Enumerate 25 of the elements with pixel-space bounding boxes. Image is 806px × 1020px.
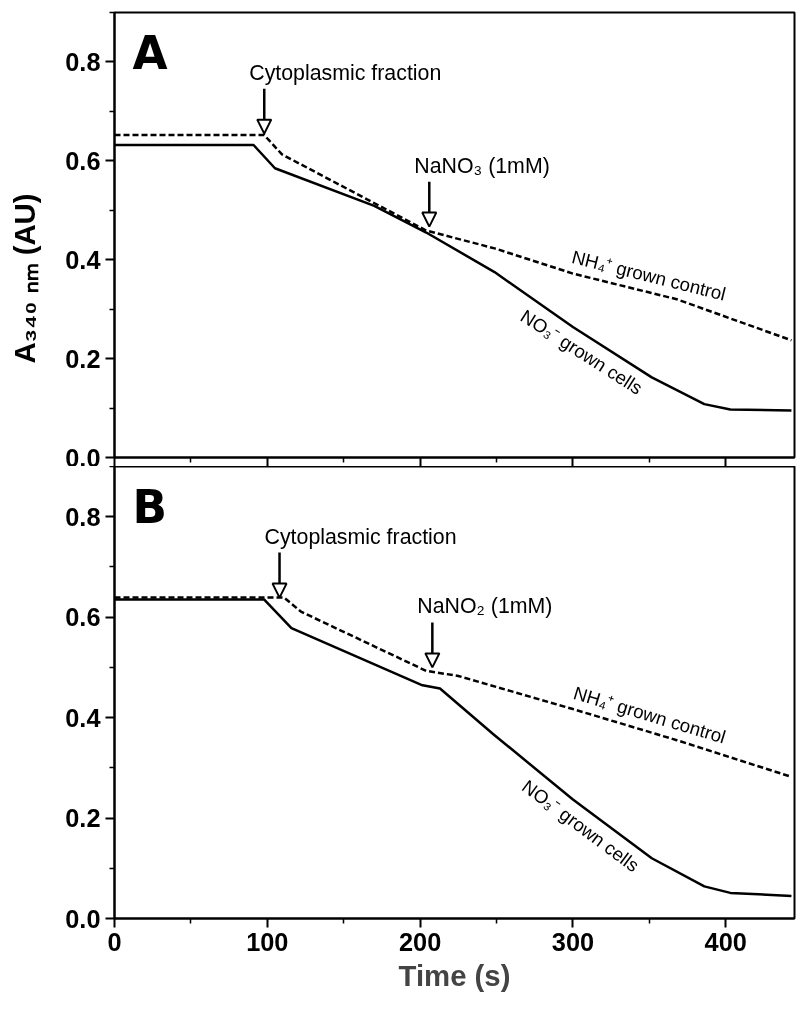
annotation: NaNO₃ (1mM) bbox=[414, 153, 550, 178]
annotation: Cytoplasmic fraction bbox=[249, 60, 442, 85]
y-tick-label: 0.8 bbox=[65, 502, 101, 531]
y-axis-title: A₃₄₀ ₙₘ (AU) bbox=[8, 193, 42, 364]
x-tick-label: 0 bbox=[107, 927, 122, 956]
annotation: NaNO₂ (1mM) bbox=[417, 594, 553, 619]
x-tick-label: 100 bbox=[246, 927, 289, 956]
annotation: B bbox=[132, 480, 168, 534]
y-tick-label: 0.0 bbox=[65, 904, 101, 933]
y-tick-label: 0.2 bbox=[65, 344, 101, 373]
text: NH₄⁺ grown control bbox=[569, 246, 728, 305]
y-tick-label: 0.2 bbox=[65, 804, 101, 833]
annotation: A bbox=[132, 26, 168, 80]
text: NH₄⁺ grown control bbox=[571, 682, 729, 748]
annotation: Cytoplasmic fraction bbox=[264, 524, 457, 549]
y-tick-label: 0.4 bbox=[65, 245, 101, 274]
x-tick-label: 400 bbox=[704, 927, 747, 956]
y-tick-label: 0.4 bbox=[65, 703, 101, 732]
y-tick-label: 0.8 bbox=[65, 47, 101, 76]
x-tick-label: 300 bbox=[551, 927, 595, 956]
x-tick-label: 200 bbox=[398, 927, 442, 956]
y-tick-label: 0.6 bbox=[65, 603, 101, 632]
x-axis-title: Time (s) bbox=[398, 958, 511, 992]
y-tick-label: 0.6 bbox=[65, 146, 101, 175]
y-tick-label: 0.0 bbox=[65, 443, 101, 472]
